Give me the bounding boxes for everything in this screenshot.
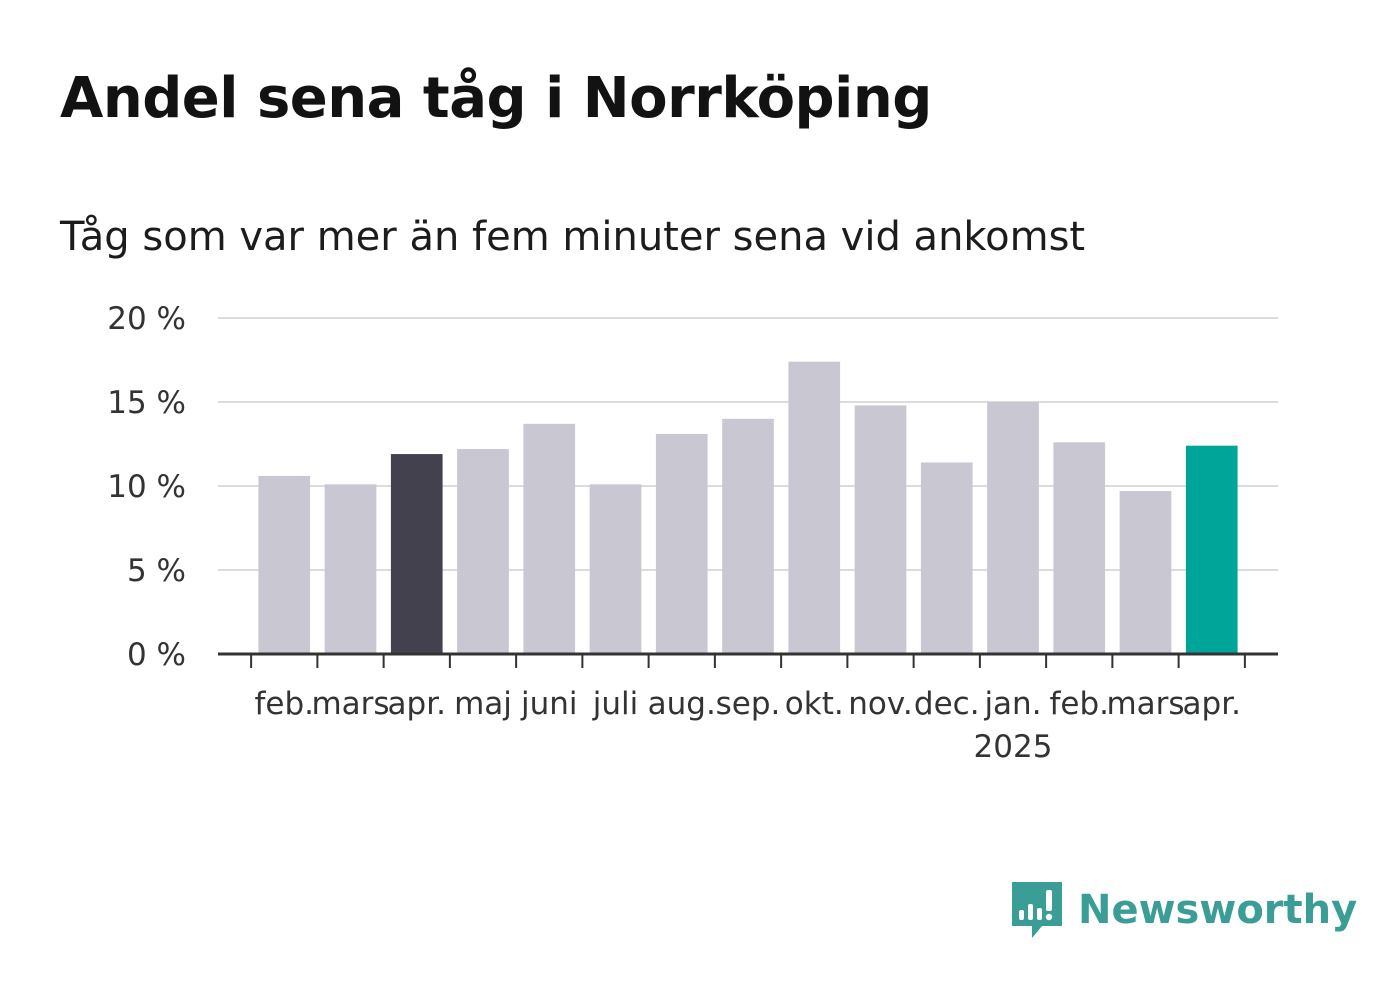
bar — [722, 418, 774, 654]
x-tick-label: apr. — [388, 686, 446, 722]
x-tick-label: dec. — [914, 686, 980, 722]
bar — [324, 484, 377, 654]
x-tick-label: jan. — [983, 686, 1041, 722]
y-tick-label: 15 % — [107, 385, 186, 421]
bar — [788, 361, 841, 654]
y-tick-label: 10 % — [107, 469, 186, 505]
x-tick-label: juli — [592, 686, 639, 722]
x-tick-label: feb. — [1049, 686, 1109, 722]
y-tick-label: 5 % — [127, 553, 186, 589]
bar — [457, 449, 509, 654]
bar — [987, 402, 1039, 654]
brand-name: Newsworthy — [1078, 887, 1358, 933]
x-year-label: 2025 — [974, 729, 1053, 765]
bar — [920, 462, 973, 654]
x-tick-label: aug. — [648, 686, 716, 722]
y-tick-label: 20 % — [107, 301, 186, 337]
x-tick-label: nov. — [848, 686, 912, 722]
x-tick-label: mars — [1106, 686, 1184, 722]
chart-subtitle: Tåg som var mer än fem minuter sena vid … — [60, 214, 1086, 260]
bar — [854, 405, 907, 654]
newsworthy-logo-icon — [1012, 882, 1062, 938]
bar — [655, 433, 708, 654]
bar — [258, 475, 311, 654]
x-tick-label: sep. — [716, 686, 781, 722]
bar — [589, 484, 642, 654]
bar — [1053, 442, 1106, 654]
x-tick-label: mars — [311, 686, 389, 722]
y-axis-tick-labels: 0 % 5 % 10 % 15 % 20 % — [107, 301, 186, 673]
bar — [390, 454, 443, 654]
brand: Newsworthy — [1010, 878, 1357, 942]
bars — [258, 361, 1238, 654]
y-tick-label: 0 % — [127, 637, 186, 673]
chart-title: Andel sena tåg i Norrköping — [60, 66, 932, 131]
bar — [523, 423, 576, 654]
x-axis — [218, 652, 1278, 668]
bar — [1185, 445, 1238, 654]
x-tick-label: feb. — [254, 686, 314, 722]
x-tick-label: maj — [454, 686, 512, 722]
x-tick-label: apr. — [1183, 686, 1241, 722]
x-tick-label: juni — [520, 686, 578, 722]
x-tick-label: okt. — [785, 686, 844, 722]
bar — [1119, 491, 1172, 654]
